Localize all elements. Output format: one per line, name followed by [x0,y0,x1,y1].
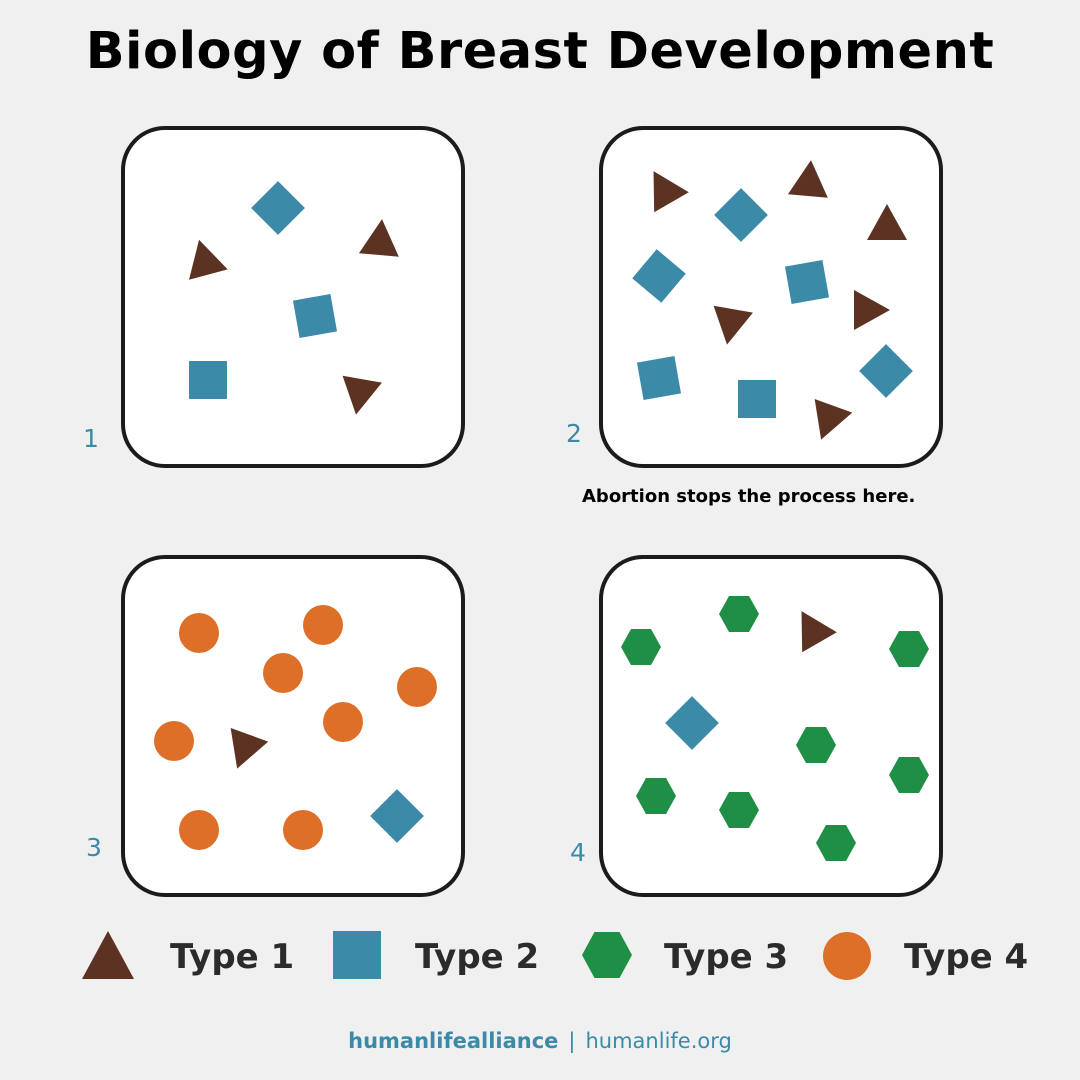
type3-hexagon [889,631,929,667]
type4-circle [179,613,219,653]
type3-hexagon [719,596,759,632]
footer-separator: | [568,1029,576,1053]
type4-circle [263,653,303,693]
type4-circle [303,605,343,645]
type4-circle [154,721,194,761]
type3-hexagon [719,792,759,828]
legend-label-type3: Type 3 [664,937,789,977]
type1-triangle [342,375,382,415]
type3-hexagon [889,757,929,793]
legend-label-type2: Type 2 [415,937,540,977]
panel-4-shapes [621,596,929,861]
type1-triangle [867,204,907,240]
footer-url-link[interactable]: humanlife.org [585,1029,732,1053]
type2-square [292,293,338,339]
type1-triangle [787,160,828,198]
type2-square [784,259,830,305]
type1-triangle [713,305,753,345]
type3-hexagon [621,629,661,665]
type1-triangle [801,611,837,653]
panel-3-shapes [154,605,437,850]
panel-2-shapes [632,160,913,440]
panel-1-shapes [189,181,399,415]
type1-triangle [358,219,399,257]
type3-hexagon [796,727,836,763]
type2-square [636,355,682,401]
panel-1-number: 1 [83,424,99,453]
type2-square [738,380,776,418]
type3-hexagon [636,778,676,814]
type1-triangle [189,239,228,280]
type2-square [189,361,227,399]
type2-square [251,181,305,235]
type4-circle [397,667,437,707]
type4-circle [179,810,219,850]
panel-4 [599,555,943,897]
panel-1 [121,126,465,468]
type1-triangle [653,171,689,213]
legend-label-type1: Type 1 [170,937,295,977]
abortion-note: Abortion stops the process here. [582,486,916,507]
type2-square [370,789,424,843]
type2-square [714,188,768,242]
type2-square [665,696,719,750]
footer: humanlifealliance | humanlife.org [0,1029,1080,1053]
page-title: Biology of Breast Development [85,22,995,81]
type1-triangle [814,398,853,440]
panel-4-number: 4 [570,838,586,867]
panel-2 [599,126,943,468]
square-icon [333,931,381,979]
footer-brand: humanlifealliance [348,1029,559,1053]
type4-circle [323,702,363,742]
legend-label-type4: Type 4 [904,937,1029,977]
type2-square [632,249,686,303]
panel-3-number: 3 [86,833,102,862]
circle-icon [823,932,871,980]
panel-3 [121,555,465,897]
type4-circle [283,810,323,850]
type3-hexagon [816,825,856,861]
hexagon-icon [582,932,632,978]
type1-triangle [854,290,890,330]
type2-square [859,344,913,398]
type1-triangle [230,727,269,769]
panel-2-number: 2 [566,419,582,448]
triangle-icon [82,931,134,979]
